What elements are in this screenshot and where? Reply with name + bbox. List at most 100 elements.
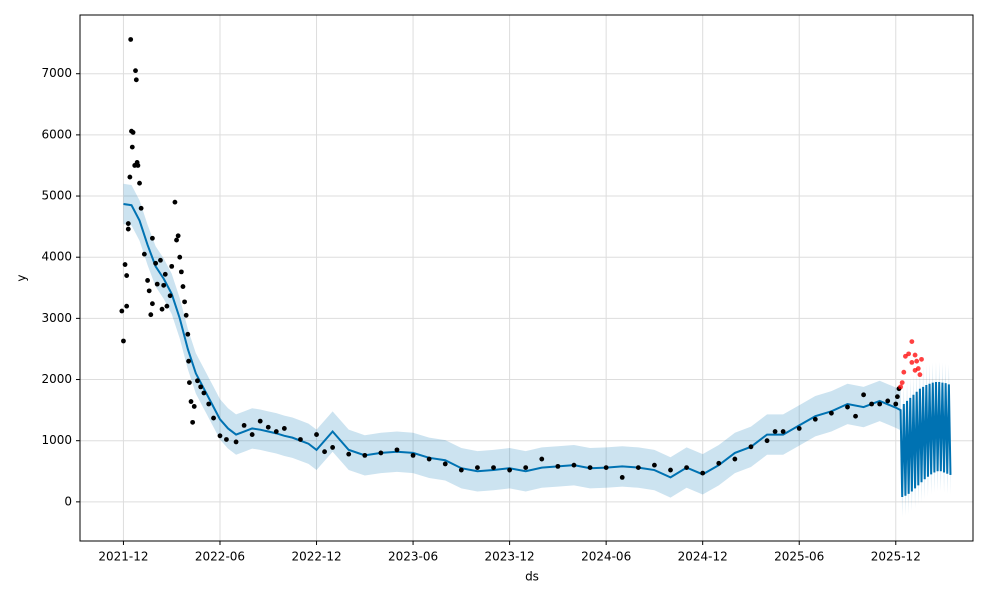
observed-point <box>167 293 173 299</box>
observed-point <box>378 450 384 456</box>
observed-point <box>137 180 142 186</box>
observed-point <box>346 451 352 457</box>
observed-point <box>180 284 186 289</box>
observed-point <box>281 426 287 431</box>
observed-point <box>748 444 754 450</box>
observed-point <box>652 462 657 468</box>
test-point <box>912 352 918 358</box>
observed-point <box>158 257 163 263</box>
observed-point <box>894 394 900 400</box>
test-point <box>906 351 912 357</box>
observed-point <box>154 281 160 287</box>
observed-point <box>122 262 128 267</box>
observed-point <box>127 174 133 180</box>
observed-point <box>178 269 184 275</box>
forecast-line <box>123 203 952 497</box>
observed-point <box>191 404 197 409</box>
observed-point <box>780 429 786 434</box>
y-tick-label: 3000 <box>41 311 72 325</box>
observed-point <box>322 449 327 455</box>
observed-point <box>124 273 130 278</box>
observed-point <box>177 254 183 260</box>
observed-point <box>772 429 778 434</box>
observed-point <box>224 437 229 442</box>
y-tick-label: 7000 <box>41 66 72 80</box>
observed-point <box>130 130 136 135</box>
observed-point <box>201 390 207 396</box>
test-point <box>912 367 918 373</box>
observed-point <box>186 358 192 364</box>
observed-point <box>491 465 496 471</box>
observed-point <box>475 465 480 471</box>
observed-point <box>716 460 722 466</box>
observed-point <box>861 392 866 398</box>
observed-point <box>125 221 131 226</box>
observed-point <box>507 467 513 473</box>
observed-point <box>161 282 167 288</box>
observed-point <box>169 263 175 269</box>
observed-point <box>869 401 875 407</box>
observed-point <box>150 301 155 307</box>
observed-point <box>150 235 155 241</box>
observed-point <box>124 303 130 309</box>
y-tick-label: 4000 <box>41 250 72 264</box>
y-tick-label: 1000 <box>41 433 72 447</box>
observed-point <box>162 271 168 277</box>
observed-point <box>539 456 545 462</box>
observed-point <box>211 415 216 421</box>
y-tick-label: 5000 <box>41 189 72 203</box>
test-point <box>909 360 915 365</box>
x-tick-label: 2023-06 <box>388 550 438 564</box>
observed-point <box>190 419 196 425</box>
y-tick-label: 2000 <box>41 372 72 386</box>
test-point <box>909 339 915 345</box>
observed-point <box>257 418 263 424</box>
observed-point <box>174 237 179 243</box>
observed-point <box>619 474 625 480</box>
observed-point <box>764 438 770 444</box>
observed-point <box>265 424 271 430</box>
observed-point <box>187 380 192 385</box>
test-point <box>917 372 923 378</box>
test-point <box>901 369 907 375</box>
observed-point <box>362 452 368 458</box>
test-point <box>899 380 905 385</box>
observed-point <box>146 288 152 294</box>
observed-point <box>148 312 154 318</box>
observed-point <box>410 452 416 458</box>
observed-point <box>185 331 191 337</box>
uncertainty-band <box>123 183 951 518</box>
observed-point <box>119 308 125 314</box>
test-point <box>919 356 924 362</box>
x-tick-label: 2022-06 <box>195 550 245 564</box>
observed-point <box>796 426 802 431</box>
observed-point <box>217 433 223 439</box>
plot-frame <box>79 14 974 542</box>
test-point <box>898 384 903 390</box>
observed-point <box>153 260 159 266</box>
observed-point <box>885 398 891 404</box>
x-tick-label: 2025-12 <box>871 550 921 564</box>
observed-point <box>145 278 150 283</box>
observed-point <box>188 399 194 404</box>
observed-point <box>241 423 247 428</box>
observed-point <box>206 401 212 407</box>
observed-point <box>893 401 899 407</box>
observed-point <box>121 338 126 344</box>
observed-point <box>198 384 204 390</box>
observed-point <box>458 467 464 473</box>
observed-point <box>330 445 336 450</box>
observed-point <box>571 462 577 468</box>
observed-point <box>684 465 689 471</box>
test-point <box>914 358 920 364</box>
observed-point <box>138 205 144 211</box>
observed-point <box>635 465 641 471</box>
observed-point <box>141 251 147 257</box>
x-tick-label: 2023-12 <box>485 550 535 564</box>
observed-point <box>233 439 239 445</box>
x-tick-label: 2022-12 <box>291 550 341 564</box>
observed-point <box>555 463 561 469</box>
x-tick-label: 2021-12 <box>98 550 148 564</box>
x-tick-label: 2025-06 <box>774 550 824 564</box>
